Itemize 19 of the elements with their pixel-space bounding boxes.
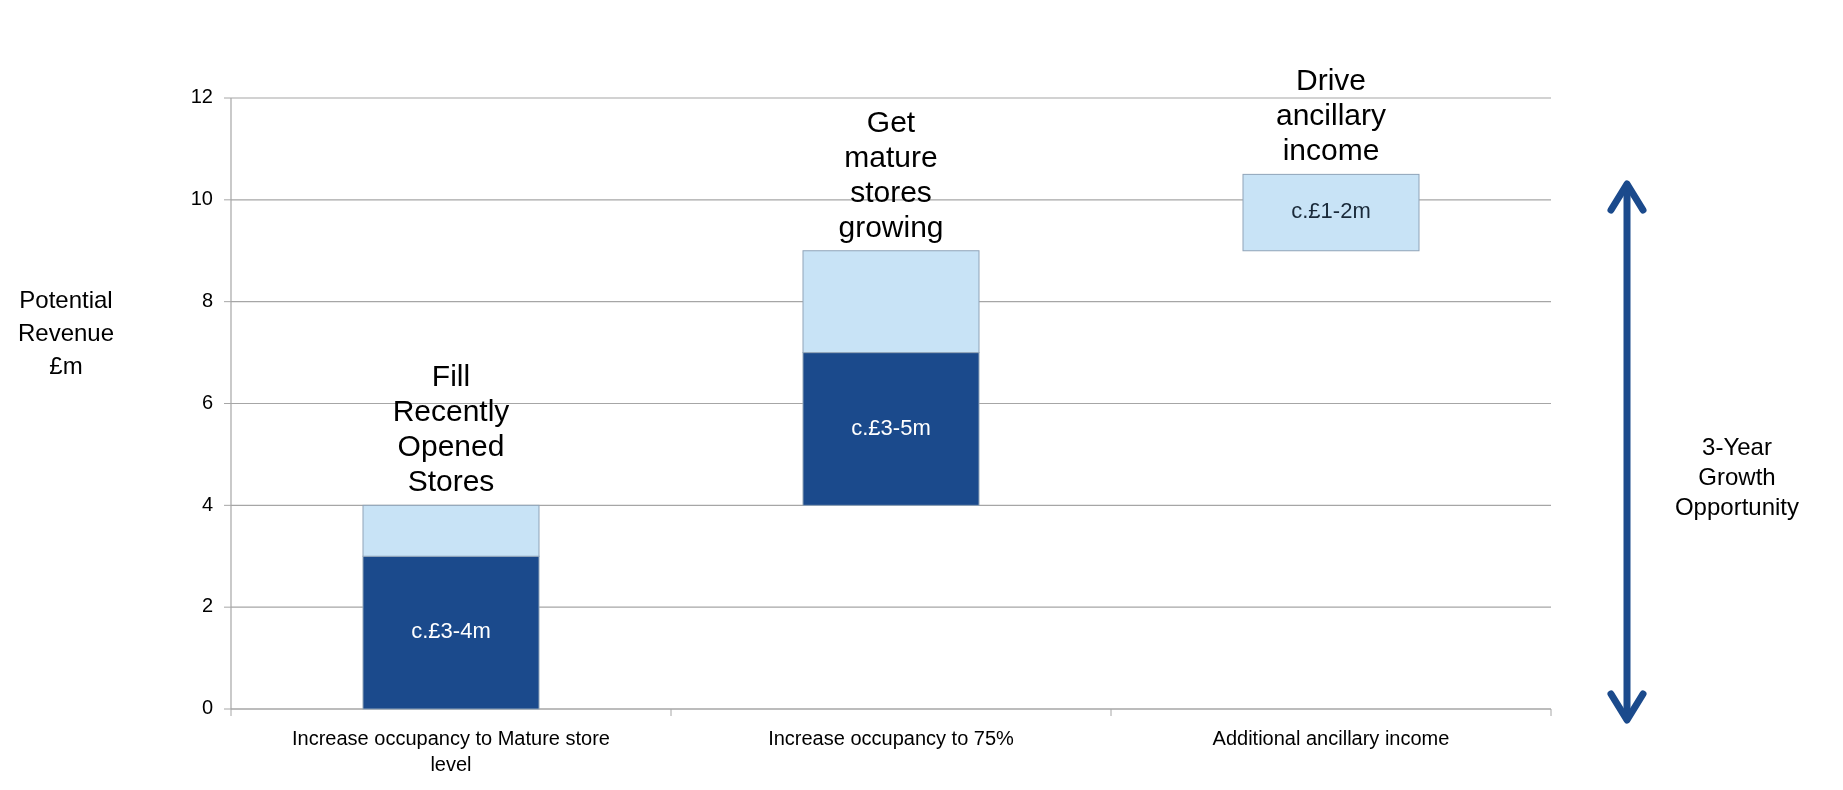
annotation: Fill Recently Opened Stores	[392, 359, 510, 498]
y-tick-label: 2	[201, 594, 213, 617]
y-tick-label: 6	[201, 390, 213, 413]
data-label: c.£3-5m	[851, 414, 931, 440]
y-tick-label: 8	[201, 288, 213, 311]
annotation: Get mature stores growing	[838, 104, 944, 243]
bar	[1242, 173, 1420, 252]
annotation: Drive ancillary income	[1275, 63, 1387, 167]
y-tick-label: 10	[190, 187, 213, 210]
y-tick-label: 0	[201, 696, 213, 719]
y-tick-label: 4	[201, 492, 213, 515]
x-tick-label: Increase occupancy to Mature store level	[292, 727, 610, 775]
x-tick-label: Additional ancillary income	[1212, 727, 1450, 749]
data-label: c.£1-2m	[1291, 198, 1371, 224]
x-tick-label: Increase occupancy to 75%	[768, 727, 1015, 749]
y-tick-label: 12	[190, 85, 213, 108]
text: 3-Year Growth Opportunity	[1674, 433, 1800, 520]
data-label: c.£3-4m	[411, 618, 491, 644]
y-axis-title: Potential Revenue £m	[17, 286, 115, 379]
